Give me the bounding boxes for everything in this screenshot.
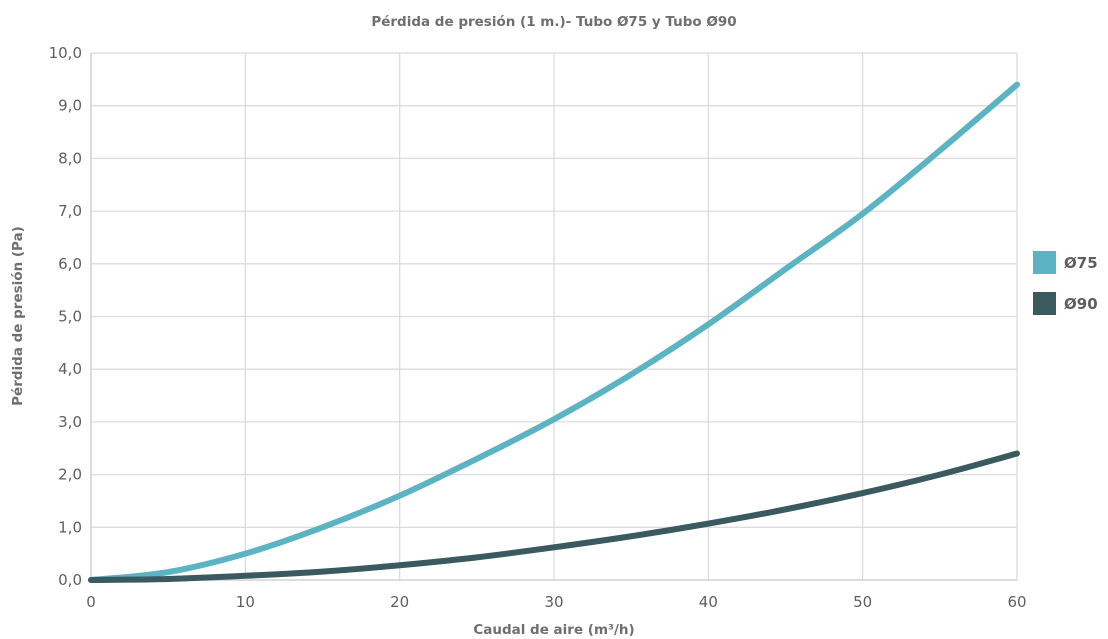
x-tick-label: 30	[544, 593, 563, 611]
series-line-d75	[88, 81, 1020, 583]
y-tick-label: 9,0	[58, 97, 82, 115]
axes	[90, 53, 1017, 581]
x-tick-label: 40	[699, 593, 718, 611]
y-axis-label: Pérdida de presión (Pa)	[10, 226, 26, 406]
y-tick-label: 8,0	[58, 149, 82, 167]
y-tick-label: 6,0	[58, 255, 82, 273]
x-tick-label: 10	[236, 593, 255, 611]
series-group	[88, 81, 1020, 583]
y-tick-label: 4,0	[58, 360, 82, 378]
x-tick-label: 20	[390, 593, 409, 611]
chart-title: Pérdida de presión (1 m.)- Tubo Ø75 y Tu…	[371, 14, 736, 30]
legend-label: Ø90	[1064, 295, 1098, 313]
x-tick-label: 60	[1007, 593, 1026, 611]
y-tick-labels: 0,0 1,0 2,0 3,0 4,0 5,0 6,0 7,0 8,0 9,0 10,0	[49, 44, 82, 589]
y-tick-label: 0,0	[58, 571, 82, 589]
y-tick-label: 3,0	[58, 413, 82, 431]
legend-label: Ø75	[1064, 254, 1098, 272]
y-tick-label: 5,0	[58, 308, 82, 326]
x-tick-label: 50	[853, 593, 872, 611]
x-tick-label: 0	[86, 593, 96, 611]
series-line-d90	[88, 450, 1020, 583]
grid	[90, 52, 1018, 581]
y-tick-label: 1,0	[58, 518, 82, 536]
y-tick-label: 7,0	[58, 202, 82, 220]
x-tick-labels: 0 10 20 30 40 50 60	[86, 593, 1026, 611]
y-tick-label: 10,0	[49, 44, 82, 62]
x-axis-label: Caudal de aire (m³/h)	[473, 622, 634, 638]
legend: Ø75 Ø90	[1033, 251, 1098, 315]
legend-swatch	[1033, 251, 1056, 274]
legend-swatch	[1033, 292, 1056, 315]
y-tick-label: 2,0	[58, 466, 82, 484]
